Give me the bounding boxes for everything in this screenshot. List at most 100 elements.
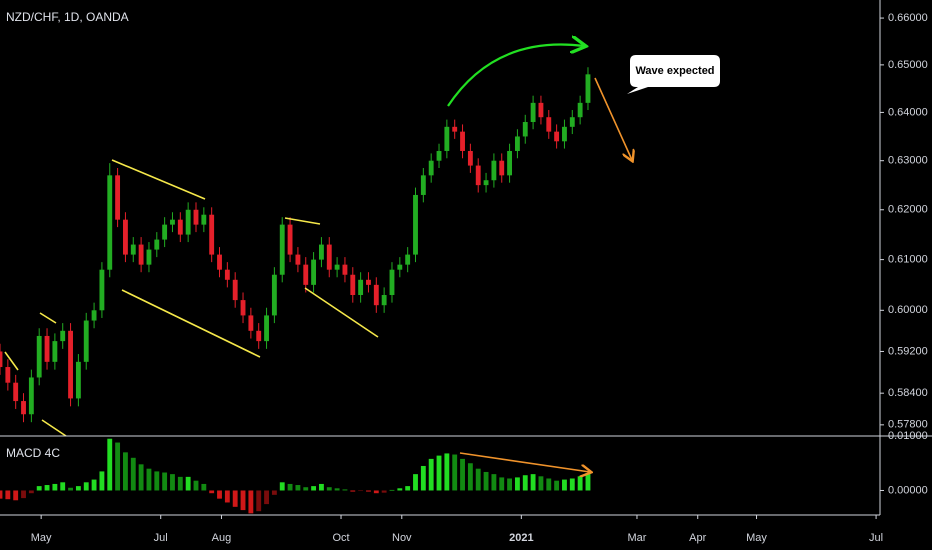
histogram-bar bbox=[413, 474, 418, 491]
trend-line bbox=[4, 351, 19, 371]
candle-body bbox=[538, 102, 544, 118]
candle-body bbox=[405, 254, 411, 265]
histogram-bar bbox=[420, 465, 426, 491]
candle-body bbox=[436, 150, 442, 161]
candle-body bbox=[28, 377, 34, 415]
x-tick-label: 2021 bbox=[509, 532, 533, 544]
candle-body bbox=[13, 382, 19, 402]
candle-body bbox=[5, 367, 11, 383]
histogram-bar bbox=[483, 471, 489, 491]
candle-body bbox=[318, 244, 324, 260]
candle-body bbox=[577, 102, 583, 118]
histogram-bar bbox=[162, 472, 168, 491]
histogram-bar bbox=[224, 490, 230, 503]
histogram-bar bbox=[115, 442, 121, 491]
candle-body bbox=[21, 401, 26, 415]
plot bbox=[0, 67, 591, 514]
candle-body bbox=[75, 361, 81, 399]
histogram-bar bbox=[232, 490, 238, 507]
histogram-bar bbox=[397, 488, 403, 491]
x-tick-label: May bbox=[746, 532, 767, 544]
histogram-bar bbox=[350, 490, 356, 492]
candle-body bbox=[240, 300, 246, 316]
histogram-bar bbox=[467, 463, 473, 491]
y-tick-label: 0.65000 bbox=[888, 59, 928, 71]
y-tick-label: 0.00000 bbox=[888, 484, 928, 496]
trend-line bbox=[41, 419, 67, 437]
histogram-bar bbox=[514, 477, 520, 491]
histogram-bar bbox=[193, 480, 199, 491]
candle-body bbox=[271, 274, 277, 316]
candle-body bbox=[413, 194, 418, 255]
candle-body bbox=[193, 209, 199, 225]
candle-body bbox=[358, 279, 364, 296]
histogram-bar bbox=[44, 485, 50, 491]
candle-body bbox=[499, 160, 505, 176]
histogram-bar bbox=[0, 490, 3, 499]
y-tick-label: 0.66000 bbox=[888, 12, 928, 24]
histogram-bar bbox=[154, 471, 160, 491]
candle-body bbox=[248, 315, 254, 331]
histogram-bar bbox=[248, 490, 254, 514]
histogram-bar bbox=[60, 482, 66, 491]
candle-body bbox=[60, 330, 66, 342]
histogram-bar bbox=[177, 476, 183, 491]
histogram-bar bbox=[460, 458, 465, 491]
histogram-bar bbox=[123, 452, 128, 491]
candle-body bbox=[311, 259, 317, 285]
candle-body bbox=[0, 351, 3, 368]
candle-body bbox=[123, 219, 128, 255]
histogram-bar bbox=[75, 486, 81, 491]
histogram-bar bbox=[107, 438, 113, 491]
y-tick-label: 0.62000 bbox=[888, 204, 928, 216]
histogram-bar bbox=[303, 487, 309, 491]
histogram-bar bbox=[279, 482, 285, 491]
candle-body bbox=[52, 341, 58, 362]
histogram-bar bbox=[389, 489, 395, 491]
candle-body bbox=[130, 244, 136, 255]
histogram-bar bbox=[577, 476, 583, 491]
histogram-bar bbox=[366, 490, 371, 492]
histogram-bar bbox=[569, 478, 575, 491]
x-tick-label: May bbox=[31, 532, 52, 544]
candle-body bbox=[483, 180, 489, 186]
histogram-bar bbox=[91, 479, 97, 491]
histogram-bar bbox=[585, 473, 591, 491]
channel-line bbox=[304, 287, 379, 338]
drawings: Wave expected bbox=[4, 45, 720, 472]
candle-body bbox=[303, 264, 309, 285]
histogram-bar bbox=[499, 477, 505, 491]
candle-body bbox=[36, 335, 42, 378]
histogram-bar bbox=[264, 490, 269, 505]
trend-line bbox=[39, 312, 57, 324]
candle-body bbox=[279, 224, 285, 275]
y-tick-label: 0.58400 bbox=[888, 387, 928, 399]
histogram-bar bbox=[28, 490, 34, 494]
candle-body bbox=[68, 330, 73, 399]
candle-body bbox=[381, 295, 387, 306]
histogram-bar bbox=[562, 479, 567, 491]
histogram-bar bbox=[256, 490, 262, 512]
candle-body bbox=[569, 117, 575, 127]
candle-body bbox=[185, 209, 191, 235]
histogram-bar bbox=[36, 486, 42, 491]
candle-body bbox=[428, 160, 434, 176]
candle-body bbox=[334, 264, 340, 270]
callout-text: Wave expected bbox=[635, 65, 714, 77]
y-tick-label: 0.59200 bbox=[888, 345, 928, 357]
histogram-bar bbox=[311, 486, 317, 491]
y-tick-label: 0.64000 bbox=[888, 106, 928, 118]
histogram-bar bbox=[358, 490, 364, 492]
x-tick-label: Nov bbox=[392, 532, 412, 544]
candle-body bbox=[397, 264, 403, 270]
histogram-bar bbox=[334, 488, 340, 491]
candle-body bbox=[585, 74, 591, 103]
histogram-bar bbox=[295, 485, 301, 491]
histogram-bar bbox=[83, 482, 89, 491]
indicator-title: MACD 4C bbox=[6, 446, 60, 460]
candle-body bbox=[326, 244, 332, 270]
candle-body bbox=[491, 160, 497, 181]
histogram-bar bbox=[138, 464, 144, 491]
